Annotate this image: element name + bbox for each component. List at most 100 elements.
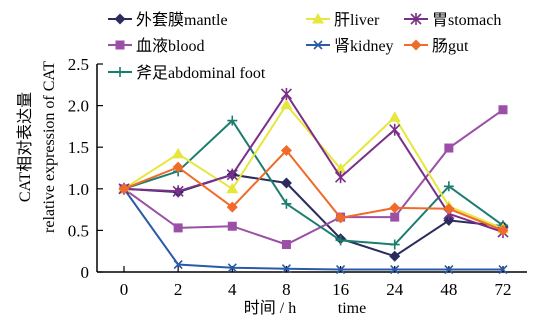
data-point: [227, 221, 237, 231]
series-1: [119, 105, 508, 250]
y-tick: 2.5: [68, 55, 103, 74]
data-point: [388, 111, 401, 122]
legend-marker: [115, 40, 125, 50]
data-point: [389, 202, 401, 214]
y-axis-title-en: relative expression of CAT: [41, 61, 58, 233]
data-point: [389, 123, 401, 136]
axes: 00.51.01.52.02.50 2 4 8 16 24 48 72: [68, 55, 527, 299]
data-point: [173, 259, 183, 270]
legend-label: 外套膜mantle: [136, 11, 228, 29]
x-tick-label: 4: [228, 280, 237, 299]
y-axis-title: CAT相对表达量: [16, 92, 34, 202]
series-6: [118, 145, 509, 236]
data-point: [280, 177, 292, 189]
data-point: [335, 235, 346, 246]
legend-marker: [410, 39, 422, 51]
x-tick: 72: [495, 266, 512, 299]
legend: 外套膜mantle 血液blood 斧足abdominal foot 肝liver 肾k…: [108, 11, 501, 82]
x-tick: 0: [120, 266, 129, 299]
x-axis-title: 时间 / h: [244, 299, 296, 317]
x-axis-title-en: time: [338, 300, 366, 317]
legend-item: 胃stomach: [404, 12, 501, 29]
data-point: [281, 240, 291, 250]
x-tick-label: 16: [332, 280, 349, 299]
x-tick: 2: [174, 266, 183, 299]
y-tick: 1.5: [68, 138, 103, 157]
x-tick-label: 2: [174, 280, 183, 299]
legend-label: 血液blood: [136, 37, 204, 55]
data-point: [226, 182, 239, 194]
series-line: [123, 188, 503, 271]
series-line: [123, 108, 504, 246]
legend-item: 肾kidney: [306, 37, 394, 55]
data-point: [172, 147, 185, 159]
legend-label: 肠gut: [432, 37, 469, 55]
data-point: [335, 212, 347, 224]
legend-item: 血液blood: [108, 37, 204, 55]
data-point: [443, 214, 455, 226]
x-tick-label: 0: [120, 280, 129, 299]
y-tick-label: 0.5: [68, 221, 89, 240]
data-point: [443, 181, 454, 192]
x-tick: 24: [386, 266, 404, 299]
y-tick: 2.0: [68, 97, 103, 116]
data-point: [389, 239, 400, 250]
data-point: [281, 264, 291, 274]
series-lines: [118, 87, 509, 275]
legend-marker: [410, 13, 422, 25]
y-tick-label: 1.0: [68, 180, 89, 199]
x-tick-label: 48: [440, 280, 457, 299]
data-point: [443, 203, 455, 215]
y-tick: 1.0: [68, 180, 103, 199]
data-point: [118, 183, 130, 195]
y-axis-title-group: CAT相对表达量 relative expression of CAT: [16, 61, 58, 233]
legend-marker: [313, 40, 323, 50]
data-point: [226, 201, 238, 213]
data-point: [172, 161, 184, 173]
x-tick-label: 72: [495, 280, 512, 299]
y-tick-label: 2.5: [68, 55, 89, 74]
series-2: [119, 115, 508, 250]
y-tick: 0.5: [68, 221, 103, 240]
x-tick-label: 8: [282, 280, 291, 299]
legend-label: 胃stomach: [432, 12, 501, 29]
data-point: [227, 263, 237, 273]
data-point: [280, 87, 292, 100]
data-point: [389, 250, 401, 262]
data-point: [498, 264, 508, 275]
legend-marker: [114, 13, 126, 25]
data-point: [497, 224, 509, 236]
series-line: [123, 92, 504, 234]
data-point: [444, 264, 454, 275]
y-tick: 0: [81, 263, 103, 282]
data-point: [336, 264, 346, 275]
legend-label: 肝liver: [334, 11, 380, 29]
legend-marker: [312, 13, 324, 24]
legend-item: 肠gut: [404, 37, 469, 55]
data-point: [281, 198, 292, 209]
x-tick: 16: [332, 266, 349, 299]
series-line: [123, 148, 504, 232]
legend-label: 肾kidney: [334, 37, 394, 55]
legend-item: 肝liver: [306, 11, 380, 29]
data-point: [172, 185, 184, 198]
data-point: [335, 171, 347, 184]
data-point: [390, 264, 400, 275]
x-tick: 48: [440, 266, 457, 299]
data-point: [498, 105, 508, 115]
data-point: [226, 168, 238, 181]
data-point: [280, 145, 292, 157]
series-line: [123, 119, 504, 246]
data-point: [334, 162, 347, 174]
data-point: [390, 212, 400, 222]
legend-label: 斧足abdominal foot: [136, 64, 266, 82]
data-point: [280, 98, 293, 110]
y-tick-label: 2.0: [68, 97, 89, 116]
x-tick-label: 24: [386, 280, 404, 299]
legend-item: 外套膜mantle: [108, 11, 228, 29]
data-point: [173, 223, 183, 233]
legend-marker: [115, 67, 125, 77]
data-point: [227, 115, 238, 126]
y-tick-label: 0: [81, 263, 90, 282]
